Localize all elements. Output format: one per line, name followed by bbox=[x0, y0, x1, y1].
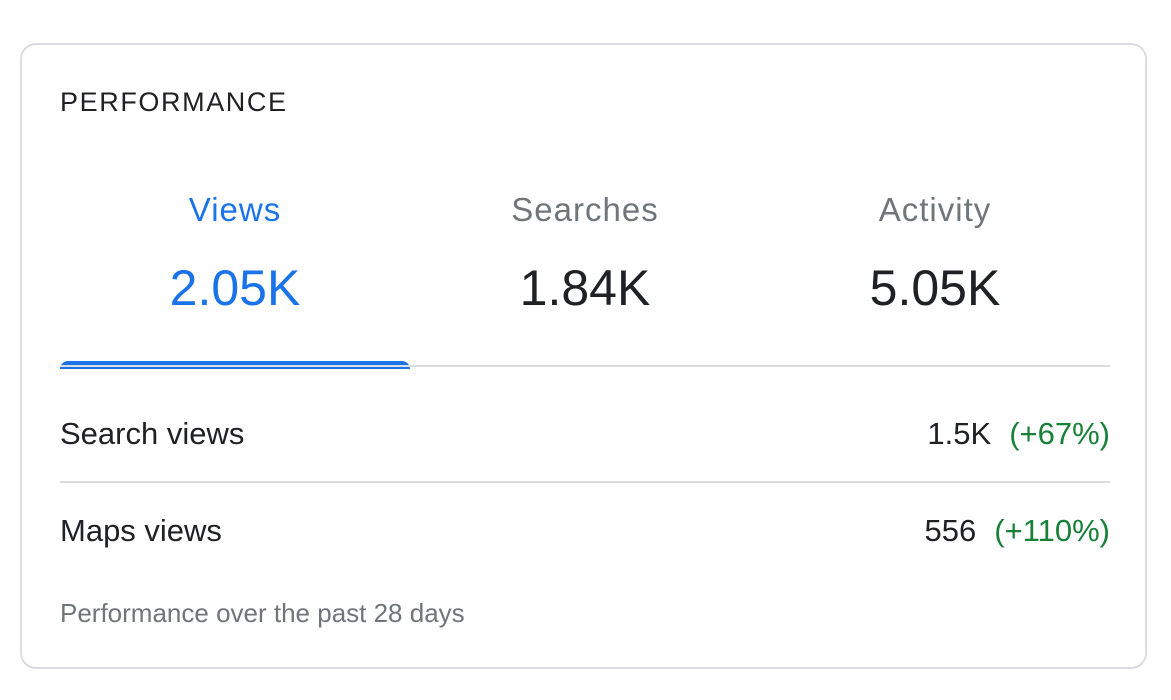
row-change: (+67%) bbox=[1009, 416, 1110, 451]
tab-searches[interactable]: Searches 1.84K bbox=[410, 175, 760, 367]
row-value-group: 556 (+110%) bbox=[925, 513, 1110, 549]
tab-searches-value: 1.84K bbox=[519, 260, 651, 316]
tab-views-label: Views bbox=[188, 191, 282, 228]
row-divider bbox=[60, 481, 1110, 483]
metric-row-search-views: Search views 1.5K (+67%) bbox=[60, 387, 1110, 481]
tabs-divider bbox=[60, 365, 1110, 367]
performance-footnote: Performance over the past 28 days bbox=[60, 598, 465, 628]
row-label: Maps views bbox=[60, 513, 222, 548]
tab-views-value: 2.05K bbox=[169, 260, 301, 316]
row-change: (+110%) bbox=[994, 513, 1110, 548]
tab-searches-label: Searches bbox=[511, 191, 659, 228]
row-value: 1.5K bbox=[927, 416, 992, 451]
metric-row-maps-views: Maps views 556 (+110%) bbox=[60, 483, 1110, 579]
tab-activity-value: 5.05K bbox=[869, 260, 1001, 316]
row-label: Search views bbox=[60, 416, 245, 451]
performance-card: PERFORMANCE Views 2.05K Searches 1.84K A… bbox=[20, 43, 1147, 669]
tab-views[interactable]: Views 2.05K bbox=[60, 175, 410, 369]
tab-activity-label: Activity bbox=[878, 191, 992, 228]
metric-tabs: Views 2.05K Searches 1.84K Activity 5.05… bbox=[60, 175, 1110, 369]
row-value: 556 bbox=[924, 513, 977, 548]
tab-activity[interactable]: Activity 5.05K bbox=[760, 175, 1110, 367]
row-value-group: 1.5K (+67%) bbox=[927, 416, 1110, 452]
card-title: PERFORMANCE bbox=[60, 87, 288, 117]
